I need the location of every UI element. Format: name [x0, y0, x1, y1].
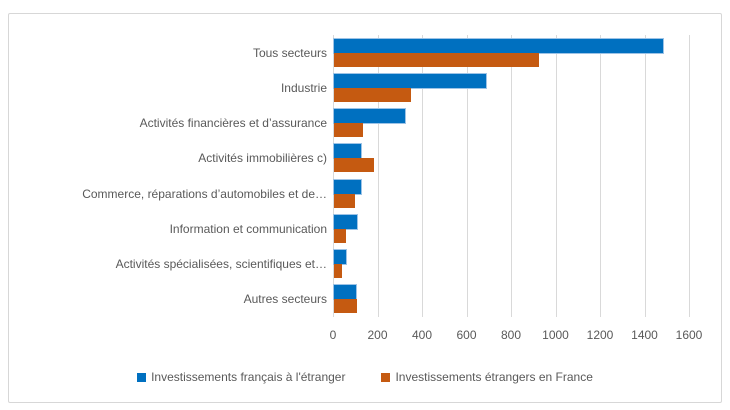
bar-french-abroad-6[interactable]: [334, 250, 347, 265]
bar-french-abroad-2[interactable]: [334, 109, 406, 124]
x-tick-label: 1000: [542, 328, 569, 342]
bar-french-abroad-0[interactable]: [334, 38, 664, 53]
legend-swatch-orange-icon: [381, 372, 391, 382]
category-label: Autres secteurs: [243, 292, 327, 307]
x-tick-label: 400: [411, 328, 433, 342]
legend: Investissements français à l'étranger In…: [9, 370, 721, 384]
gridline: [333, 35, 334, 317]
x-tick-label: 1600: [675, 328, 703, 342]
category-label: Activités spécialisées, scientifiques et…: [115, 257, 327, 272]
category-label: Activités financières et d’assurance: [139, 116, 327, 131]
chart-frame: Tous secteurs Industrie Activités financiè…: [8, 13, 722, 403]
legend-item-french-investments[interactable]: Investissements français à l'étranger: [137, 370, 345, 384]
bar-foreign-in-france-4[interactable]: [334, 193, 356, 208]
x-tick-label: 1200: [586, 328, 614, 342]
gridline: [466, 35, 468, 317]
bar-foreign-in-france-0[interactable]: [334, 52, 539, 67]
bar-foreign-in-france-1[interactable]: [334, 87, 411, 102]
gridline: [644, 35, 646, 317]
category-label: Tous secteurs: [252, 45, 327, 60]
category-label: Commerce, réparations d’automobiles et d…: [82, 186, 327, 201]
x-tick-label: 1400: [631, 328, 658, 342]
bar-french-abroad-4[interactable]: [334, 179, 361, 194]
bar-foreign-in-france-5[interactable]: [334, 228, 347, 243]
gridline: [555, 35, 557, 317]
bar-french-abroad-5[interactable]: [334, 214, 358, 229]
gridline: [377, 35, 379, 317]
x-tick-label: 0: [329, 328, 337, 342]
bar-french-abroad-7[interactable]: [334, 285, 357, 300]
bar-foreign-in-france-6[interactable]: [334, 264, 342, 279]
plot-area: [333, 35, 690, 317]
legend-label-french: Investissements français à l'étranger: [151, 370, 346, 384]
bar-french-abroad-1[interactable]: [334, 73, 487, 88]
gridline: [422, 35, 423, 317]
category-label: Industrie: [280, 80, 327, 95]
bar-foreign-in-france-2[interactable]: [334, 123, 363, 138]
x-axis: 0 200 400 600 800 1000 1200 1400 1600: [9, 328, 721, 344]
gridline: [600, 35, 601, 317]
bar-french-abroad-3[interactable]: [334, 144, 361, 159]
x-tick-label: 600: [456, 328, 477, 342]
bar-foreign-in-france-7[interactable]: [334, 299, 358, 314]
category-label: Information et communication: [169, 221, 327, 236]
legend-swatch-blue-icon: [137, 372, 147, 382]
legend-label-foreign: Investissements étrangers en France: [395, 370, 593, 384]
category-label: Activités immobilières c): [198, 151, 327, 166]
legend-item-foreign-investments[interactable]: Investissements étrangers en France: [381, 370, 593, 384]
category-axis: Tous secteurs Industrie Activités financiè…: [9, 35, 327, 317]
x-tick-label: 800: [500, 328, 522, 342]
gridline: [689, 35, 690, 317]
x-tick-label: 200: [367, 328, 388, 342]
gridline: [511, 35, 512, 317]
bar-foreign-in-france-3[interactable]: [334, 158, 375, 173]
